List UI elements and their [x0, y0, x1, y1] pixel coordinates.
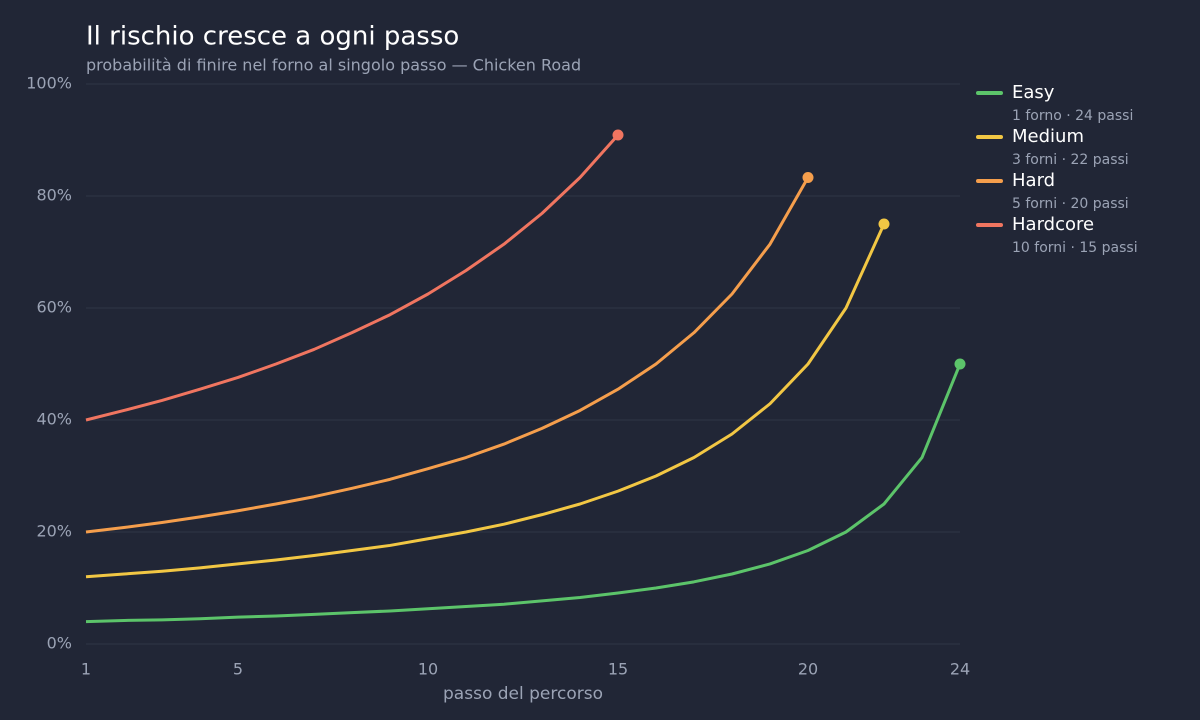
y-tick-label: 60% [36, 298, 72, 317]
x-tick-label: 24 [950, 660, 970, 679]
y-tick-label: 100% [26, 74, 72, 93]
series-line [85, 176, 810, 534]
legend-label: Medium [1012, 126, 1084, 147]
y-tick-label: 80% [36, 186, 72, 205]
end-point [878, 218, 890, 230]
y-tick-label: 20% [36, 522, 72, 541]
x-tick-label: 5 [233, 660, 243, 679]
x-tick-label: 10 [418, 660, 438, 679]
end-point [954, 358, 966, 370]
legend-label: Hardcore [1012, 214, 1094, 235]
chart-title: Il rischio cresce a ogni passo [86, 22, 459, 52]
legend-description: 10 forni · 15 passi [1012, 240, 1138, 256]
legend-label: Easy [1012, 82, 1055, 103]
x-tick-label: 1 [81, 660, 91, 679]
end-point [612, 129, 624, 141]
legend-description: 1 forno · 24 passi [1012, 108, 1133, 124]
x-axis-label: passo del percorso [443, 684, 603, 704]
series-line [85, 223, 886, 579]
legend-description: 3 forni · 22 passi [1012, 152, 1129, 168]
y-tick-label: 40% [36, 410, 72, 429]
series-line [85, 133, 620, 422]
x-tick-label: 15 [608, 660, 628, 679]
x-tick-label: 20 [798, 660, 818, 679]
legend-label: Hard [1012, 170, 1055, 191]
chart-subtitle: probabilità di finire nel forno al singo… [86, 56, 581, 75]
end-point [802, 172, 814, 184]
y-tick-label: 0% [47, 634, 72, 653]
series-line [85, 363, 962, 624]
legend-description: 5 forni · 20 passi [1012, 196, 1129, 212]
